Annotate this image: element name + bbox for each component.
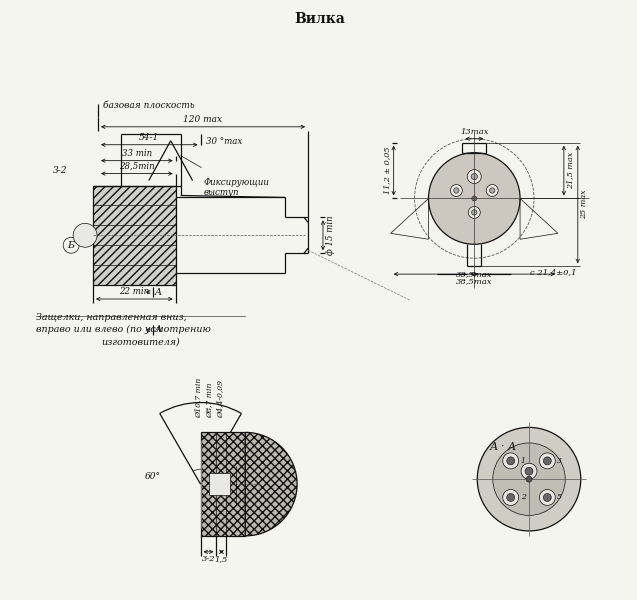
Text: 25 max: 25 max: [580, 190, 588, 219]
Circle shape: [468, 170, 481, 184]
Text: 38,5max: 38,5max: [456, 277, 492, 285]
Circle shape: [493, 443, 565, 515]
Text: 1,5: 1,5: [215, 555, 228, 563]
Text: Б: Б: [236, 447, 245, 457]
Circle shape: [503, 453, 519, 469]
Text: 11,2 ± 0,05: 11,2 ± 0,05: [383, 147, 390, 194]
Text: 5: 5: [557, 493, 562, 502]
Text: 30 °max: 30 °max: [206, 137, 242, 146]
Circle shape: [477, 427, 581, 531]
Circle shape: [543, 493, 551, 502]
Text: 60°: 60°: [145, 472, 161, 481]
Text: 3: 3: [557, 457, 562, 465]
Text: 54-1: 54-1: [139, 133, 159, 142]
Circle shape: [471, 210, 477, 215]
Circle shape: [507, 457, 515, 465]
Circle shape: [486, 185, 498, 196]
Text: 22 min: 22 min: [119, 287, 150, 296]
Circle shape: [454, 188, 459, 193]
Text: базовая плоскость: базовая плоскость: [103, 101, 195, 110]
Text: Фиксирующии
выступ: Фиксирующии выступ: [204, 178, 269, 197]
Circle shape: [543, 457, 551, 465]
Wedge shape: [245, 433, 297, 536]
Text: изготовителя): изготовителя): [101, 337, 180, 346]
Circle shape: [540, 453, 555, 469]
Circle shape: [526, 476, 532, 482]
Text: A: A: [155, 287, 162, 296]
Text: Б: Б: [68, 241, 75, 250]
Circle shape: [429, 152, 520, 244]
Text: 33 min: 33 min: [122, 149, 152, 158]
Bar: [93, 185, 176, 285]
Text: Ø10,7 min: Ø10,7 min: [194, 378, 203, 418]
Text: c 21,4±0,1: c 21,4±0,1: [530, 268, 576, 276]
Bar: [201, 433, 245, 536]
Circle shape: [73, 223, 97, 247]
Text: 2: 2: [520, 493, 526, 502]
Text: 21,5 max: 21,5 max: [566, 152, 574, 189]
Text: Защелки, направленная вниз,: Защелки, направленная вниз,: [36, 313, 187, 322]
Circle shape: [471, 173, 477, 180]
Circle shape: [472, 196, 476, 201]
Text: 13max: 13max: [460, 128, 489, 136]
Text: Ø4,4-0,09: Ø4,4-0,09: [217, 380, 224, 418]
Circle shape: [450, 185, 462, 196]
Circle shape: [503, 490, 519, 505]
Bar: [208, 473, 231, 495]
Circle shape: [507, 493, 515, 502]
Text: 38,5max: 38,5max: [456, 270, 492, 278]
Text: А · А: А · А: [489, 442, 517, 452]
Text: 3-2: 3-2: [54, 166, 68, 175]
Text: ф 15 min: ф 15 min: [326, 215, 335, 255]
Text: 3-2: 3-2: [202, 555, 215, 563]
Text: 120 max: 120 max: [183, 115, 222, 124]
Text: A: A: [155, 325, 162, 334]
Circle shape: [540, 490, 555, 505]
Text: Вилка: Вилка: [294, 13, 345, 26]
Text: 28,5min: 28,5min: [119, 161, 155, 170]
Circle shape: [489, 188, 495, 193]
Circle shape: [468, 206, 480, 218]
Text: Ø8,7 min: Ø8,7 min: [206, 383, 213, 418]
Circle shape: [525, 467, 533, 475]
Text: вправо или влево (по усмотрению: вправо или влево (по усмотрению: [36, 325, 211, 334]
Text: 1: 1: [520, 457, 526, 465]
Circle shape: [521, 463, 537, 479]
